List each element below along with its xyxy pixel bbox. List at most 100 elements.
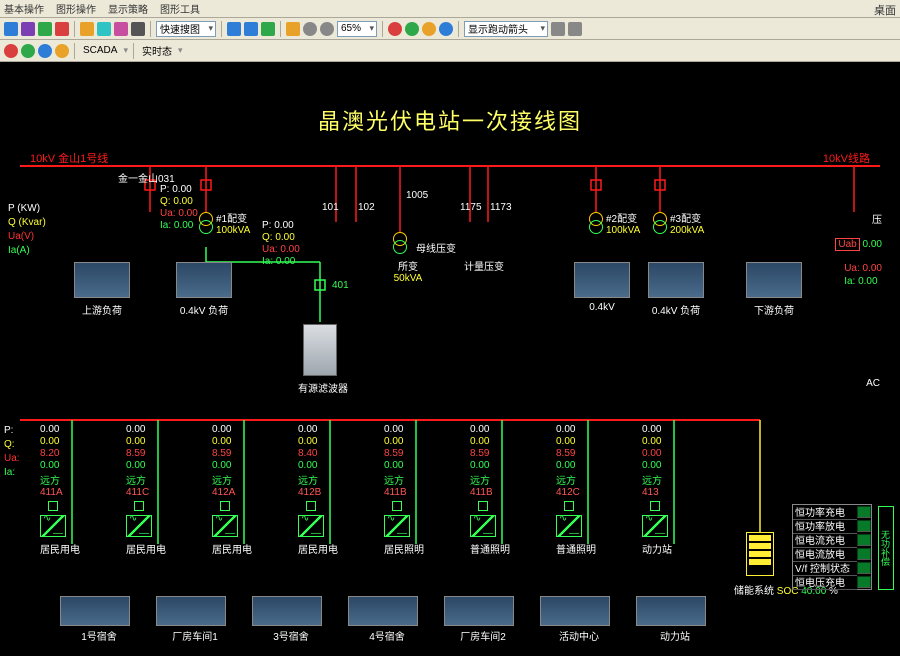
- nav-fwd-icon[interactable]: [244, 22, 258, 36]
- station-pt[interactable]: [393, 232, 407, 254]
- diagram-title: 晶澳光伏电站一次接线图: [0, 104, 900, 136]
- bottom-thumb[interactable]: [348, 596, 418, 626]
- breaker[interactable]: [392, 501, 402, 511]
- transformer-2[interactable]: [589, 212, 603, 234]
- tool-icon[interactable]: [551, 22, 565, 36]
- thumb-04kv-3[interactable]: [648, 262, 704, 298]
- inverter-icon[interactable]: [470, 515, 496, 537]
- bottom-thumb-label: 动力站: [640, 628, 710, 643]
- realtime-mode[interactable]: 实时态: [139, 43, 175, 59]
- tool-icon[interactable]: [80, 22, 94, 36]
- breaker[interactable]: [306, 501, 316, 511]
- status-row: 恒电压充电: [793, 575, 871, 589]
- transformer-3[interactable]: [653, 212, 667, 234]
- bay-5[interactable]: 0.000.008.590.00远方411B普通照明: [470, 424, 550, 556]
- bus-id: 411C: [126, 487, 206, 498]
- bay-7[interactable]: 0.000.000.000.00远方413动力站: [642, 424, 722, 556]
- breaker[interactable]: [220, 501, 230, 511]
- inverter-icon[interactable]: [384, 515, 410, 537]
- thumb-04kv-3-label: 0.4kV 负荷: [646, 302, 706, 317]
- status-row: 恒电流充电: [793, 533, 871, 547]
- status-led: [857, 576, 871, 588]
- p-icon[interactable]: [422, 22, 436, 36]
- bay-4[interactable]: 0.000.008.590.00远方411B居民照明: [384, 424, 464, 556]
- dot-icon[interactable]: [21, 44, 35, 58]
- breaker[interactable]: [134, 501, 144, 511]
- load-label: 普通照明: [556, 541, 616, 556]
- inverter-icon[interactable]: [298, 515, 324, 537]
- tool-icon[interactable]: [568, 22, 582, 36]
- refresh-icon[interactable]: [261, 22, 275, 36]
- inverter-icon[interactable]: [642, 515, 668, 537]
- misc-icon[interactable]: [439, 22, 453, 36]
- tx1-label: #1配变 100kVA: [216, 210, 250, 236]
- filter-cabinet[interactable]: [303, 324, 337, 376]
- breaker[interactable]: [564, 501, 574, 511]
- bottom-thumb[interactable]: [252, 596, 322, 626]
- inverter-icon[interactable]: [556, 515, 582, 537]
- breaker[interactable]: [478, 501, 488, 511]
- dot-icon[interactable]: [55, 44, 69, 58]
- menu-item[interactable]: 图形工具: [160, 1, 200, 16]
- scada-canvas[interactable]: 晶澳光伏电站一次接线图 10kV 金山1号线 10kV线路: [0, 62, 900, 656]
- scada-mode[interactable]: SCADA: [80, 43, 120, 59]
- right-legend: 压: [872, 214, 882, 227]
- bottom-thumb[interactable]: [60, 596, 130, 626]
- dot-icon[interactable]: [4, 44, 18, 58]
- record-icon[interactable]: [388, 22, 402, 36]
- thumb-04kv-2[interactable]: [574, 262, 630, 298]
- inverter-icon[interactable]: [40, 515, 66, 537]
- node-1005: 1005: [406, 190, 428, 201]
- thumb-upstream[interactable]: [74, 262, 130, 298]
- thumb-downstream[interactable]: [746, 262, 802, 298]
- battery-icon[interactable]: [746, 532, 774, 576]
- search-combo[interactable]: 快速搜图: [156, 21, 216, 37]
- transformer-1[interactable]: [199, 212, 213, 234]
- bottom-thumb[interactable]: [540, 596, 610, 626]
- node-1175: 1175: [460, 202, 482, 213]
- bus-id: 412C: [556, 487, 636, 498]
- bay-2[interactable]: 0.000.008.590.00远方412A居民用电: [212, 424, 292, 556]
- inverter-icon[interactable]: [126, 515, 152, 537]
- bay-3[interactable]: 0.000.008.400.00远方412B居民用电: [298, 424, 378, 556]
- status-led: [857, 534, 871, 546]
- zoom-combo[interactable]: 65%: [337, 21, 377, 37]
- play-icon[interactable]: [405, 22, 419, 36]
- tool-icon[interactable]: [114, 22, 128, 36]
- tool-icon[interactable]: [38, 22, 52, 36]
- inverter-icon[interactable]: [212, 515, 238, 537]
- tool-icon[interactable]: [4, 22, 18, 36]
- ac-label: AC: [866, 378, 880, 389]
- nav-back-icon[interactable]: [227, 22, 241, 36]
- arrows-combo[interactable]: 显示跑动箭头: [464, 21, 548, 37]
- menu-item[interactable]: 基本操作: [4, 1, 44, 16]
- bottom-thumb-label: 4号宿舍: [352, 628, 422, 643]
- bottom-thumb[interactable]: [444, 596, 514, 626]
- tool-icon[interactable]: [131, 22, 145, 36]
- dot-icon[interactable]: [38, 44, 52, 58]
- bottom-thumb[interactable]: [156, 596, 226, 626]
- filter-label: 有源滤波器: [298, 380, 348, 395]
- breaker[interactable]: [48, 501, 58, 511]
- thumb-04kv-1-label: 0.4kV 负荷: [174, 302, 234, 317]
- zoom-in-icon[interactable]: [320, 22, 334, 36]
- tool-icon[interactable]: [97, 22, 111, 36]
- thumb-04kv-1[interactable]: [176, 262, 232, 298]
- node-101: 101: [322, 202, 339, 213]
- meterpt-label: 计量压变: [464, 258, 504, 273]
- breaker[interactable]: [650, 501, 660, 511]
- bay-6[interactable]: 0.000.008.590.00远方412C普通照明: [556, 424, 636, 556]
- menu-item[interactable]: 显示策略: [108, 1, 148, 16]
- hand-icon[interactable]: [286, 22, 300, 36]
- reactive-comp-box[interactable]: 无功补偿: [878, 506, 894, 590]
- bus-id: 411B: [384, 487, 464, 498]
- bus-id: 413: [642, 487, 722, 498]
- bay-1[interactable]: 0.000.008.590.00远方411C居民用电: [126, 424, 206, 556]
- status-row: 恒电流放电: [793, 547, 871, 561]
- bottom-thumb[interactable]: [636, 596, 706, 626]
- menu-item[interactable]: 图形操作: [56, 1, 96, 16]
- tool-icon[interactable]: [55, 22, 69, 36]
- tool-icon[interactable]: [21, 22, 35, 36]
- zoom-out-icon[interactable]: [303, 22, 317, 36]
- bay-0[interactable]: 0.000.008.200.00远方411A居民用电: [40, 424, 120, 556]
